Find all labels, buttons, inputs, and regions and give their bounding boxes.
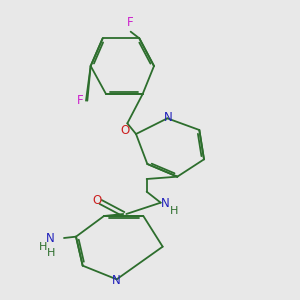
Text: H: H — [38, 242, 47, 252]
Text: N: N — [46, 232, 55, 244]
Text: H: H — [46, 248, 55, 258]
Text: N: N — [160, 197, 169, 210]
Text: N: N — [112, 274, 121, 287]
Text: H: H — [170, 206, 178, 216]
Text: F: F — [77, 94, 84, 107]
Text: F: F — [128, 16, 134, 29]
Text: O: O — [120, 124, 130, 136]
Text: N: N — [164, 111, 173, 124]
Text: O: O — [93, 194, 102, 206]
